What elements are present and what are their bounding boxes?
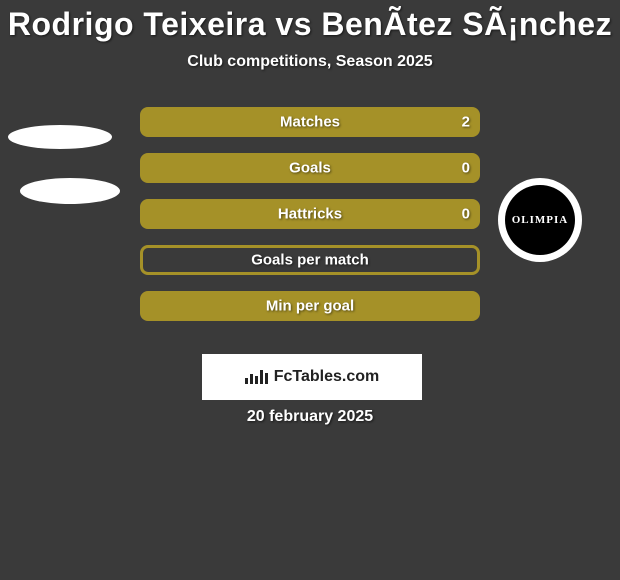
fctables-logo: FcTables.com — [202, 354, 422, 400]
stat-label: Goals — [289, 160, 331, 177]
stat-bar: Min per goal — [140, 291, 480, 321]
bar-chart-icon — [245, 370, 268, 384]
stat-bar: Goals 0 — [140, 153, 480, 183]
comparison-infographic: Rodrigo Teixeira vs BenÃ­tez SÃ¡nchez Cl… — [0, 0, 620, 580]
page-title: Rodrigo Teixeira vs BenÃ­tez SÃ¡nchez — [0, 0, 620, 43]
stat-label: Hattricks — [278, 206, 342, 223]
stat-bar: Matches 2 — [140, 107, 480, 137]
stat-value-right: 0 — [462, 160, 470, 177]
logo-label: FcTables.com — [274, 368, 380, 386]
stat-row: Goals per match — [0, 245, 620, 275]
stat-row: Hattricks 0 — [0, 199, 620, 229]
stat-label: Goals per match — [251, 252, 369, 269]
stat-value-right: 2 — [462, 114, 470, 131]
stats-bars: Matches 2 Goals 0 Hattricks 0 Goals per match M… — [0, 107, 620, 321]
stat-row: Matches 2 — [0, 107, 620, 137]
stat-label: Min per goal — [266, 298, 354, 315]
stat-bar: Goals per match — [140, 245, 480, 275]
page-subtitle: Club competitions, Season 2025 — [0, 53, 620, 71]
stat-value-right: 0 — [462, 206, 470, 223]
stat-row: Goals 0 — [0, 153, 620, 183]
fctables-logo-text: FcTables.com — [245, 368, 380, 386]
date-text: 20 february 2025 — [0, 408, 620, 426]
stat-row: Min per goal — [0, 291, 620, 321]
stat-bar: Hattricks 0 — [140, 199, 480, 229]
stat-label: Matches — [280, 114, 340, 131]
